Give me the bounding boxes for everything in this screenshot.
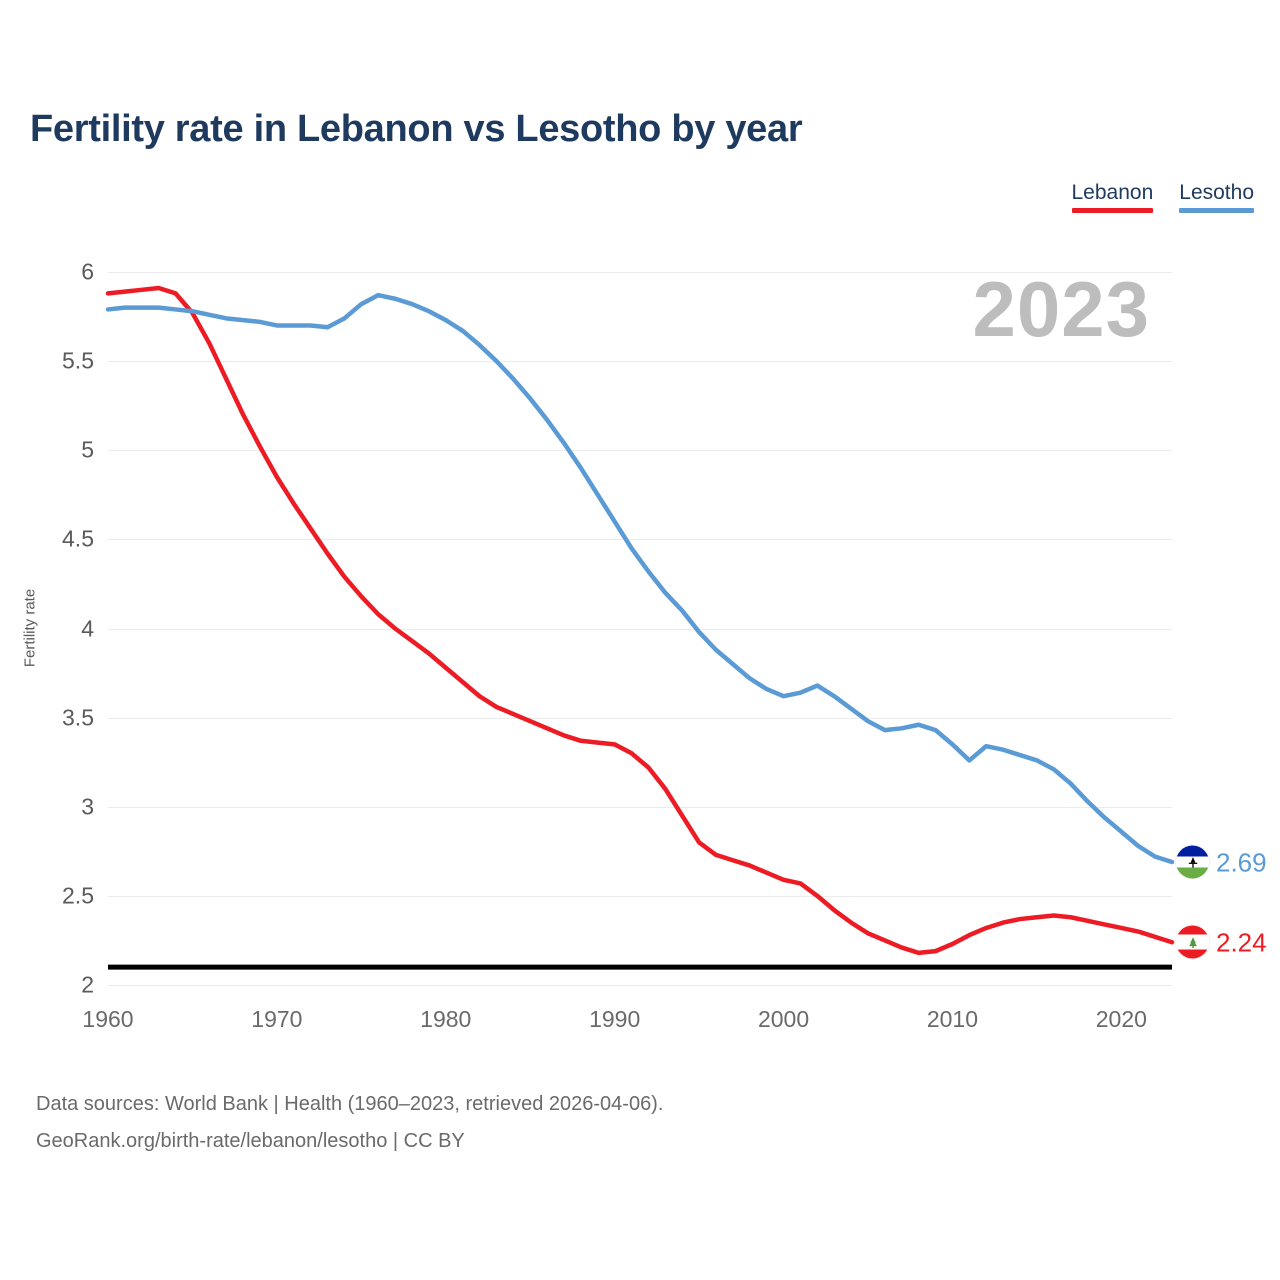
y-axis-tick-label: 5.5 bbox=[62, 347, 94, 374]
lebanon-flag-icon bbox=[1176, 925, 1209, 959]
plot-area bbox=[105, 272, 1175, 986]
series-line-lebanon bbox=[105, 285, 1175, 956]
footer-attribution: GeoRank.org/birth-rate/lebanon/lesotho |… bbox=[36, 1130, 465, 1152]
y-axis-tick-label: 2.5 bbox=[62, 882, 94, 909]
x-axis-tick-label: 2020 bbox=[1095, 1006, 1147, 1032]
y-axis-tick-label: 4.5 bbox=[62, 525, 94, 552]
series-line-lesotho bbox=[105, 292, 1175, 865]
gridline bbox=[108, 450, 1172, 452]
legend-label-lebanon: Lebanon bbox=[1071, 181, 1154, 204]
x-axis-tick-label: 1980 bbox=[420, 1006, 472, 1032]
y-axis-tick-label: 2 bbox=[81, 971, 94, 998]
legend-color-swatch-lesotho bbox=[1179, 208, 1254, 214]
gridline bbox=[108, 895, 1172, 897]
x-axis-tick-label: 1990 bbox=[589, 1006, 641, 1032]
year-watermark: 2023 bbox=[972, 265, 1150, 353]
page-title: Fertility rate in Lebanon vs Lesotho by … bbox=[30, 108, 803, 150]
x-axis-tick-label: 2000 bbox=[757, 1006, 810, 1032]
x-axis-tick-label: 2010 bbox=[926, 1006, 979, 1032]
gridline bbox=[108, 717, 1172, 719]
gridline bbox=[108, 361, 1172, 363]
gridline bbox=[108, 985, 1172, 986]
legend-item-lebanon[interactable]: Lebanon bbox=[1071, 181, 1154, 214]
end-value-marker-lebanon: 2.24 bbox=[1176, 925, 1267, 959]
gridline bbox=[108, 539, 1172, 541]
y-axis-tick-label: 4 bbox=[81, 615, 94, 641]
lesotho-flag-icon bbox=[1176, 845, 1209, 879]
legend-label-lesotho: Lesotho bbox=[1179, 181, 1254, 204]
gridline bbox=[108, 628, 1172, 630]
y-axis-tick-label: 5 bbox=[81, 436, 94, 463]
chart-legend: Lebanon Lesotho bbox=[1071, 181, 1254, 214]
y-axis-title: Fertility rate bbox=[21, 588, 39, 668]
gridline bbox=[108, 806, 1172, 808]
gridline bbox=[108, 272, 1172, 273]
footer: Data sources: World Bank | Health (1960–… bbox=[36, 1086, 663, 1160]
end-value-label-lesotho: 2.69 bbox=[1216, 847, 1267, 877]
footer-data-sources: Data sources: World Bank | Health (1960–… bbox=[36, 1093, 664, 1115]
legend-color-swatch-lebanon bbox=[1071, 208, 1154, 214]
y-axis-tick-label: 6 bbox=[81, 258, 94, 285]
x-axis-tick-label: 1970 bbox=[251, 1006, 303, 1032]
end-value-label-lebanon: 2.24 bbox=[1216, 927, 1267, 958]
legend-item-lesotho[interactable]: Lesotho bbox=[1179, 181, 1254, 214]
x-axis-tick-label: 1960 bbox=[82, 1006, 134, 1032]
end-value-marker-lesotho: 2.69 bbox=[1176, 845, 1267, 879]
y-axis-tick-label: 3.5 bbox=[62, 704, 94, 731]
series-lines bbox=[105, 285, 1175, 970]
y-axis-tick-label: 3 bbox=[81, 793, 94, 820]
